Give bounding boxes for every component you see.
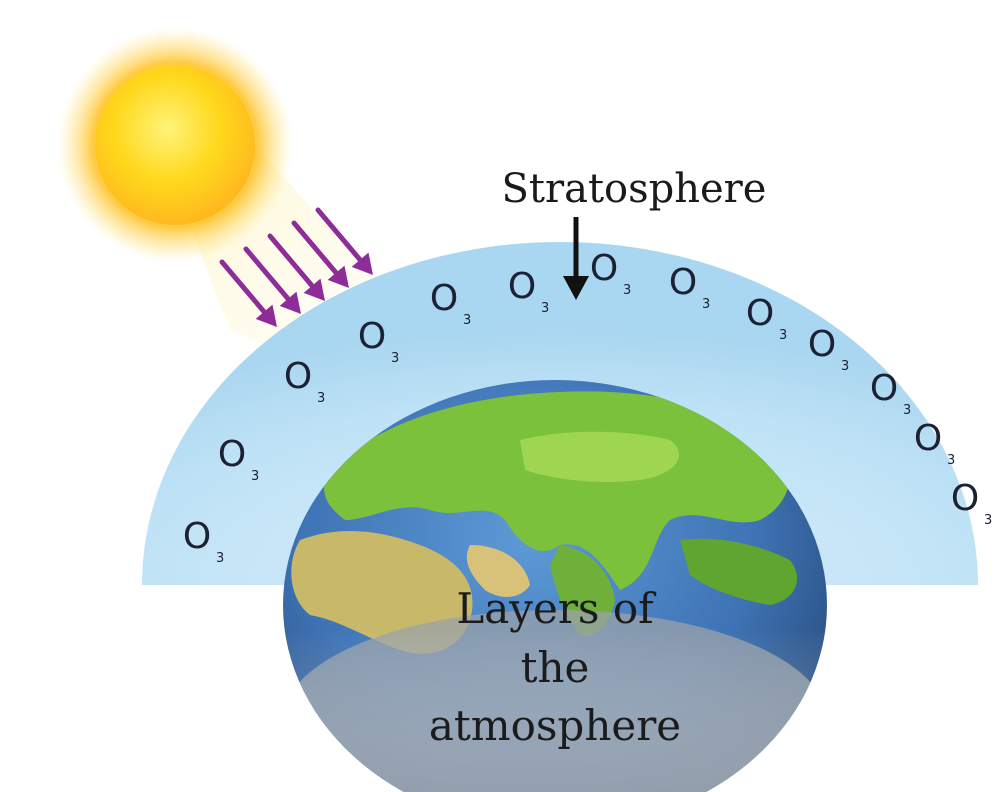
- earth-globe: [283, 380, 827, 792]
- svg-text:3: 3: [463, 313, 471, 328]
- svg-text:3: 3: [391, 351, 399, 366]
- svg-text:O: O: [183, 516, 211, 557]
- earth-caption-line3: atmosphere: [429, 701, 681, 750]
- svg-text:O: O: [870, 368, 898, 409]
- uv-ray-arrow: [267, 233, 325, 301]
- svg-text:3: 3: [541, 301, 549, 316]
- svg-text:O: O: [746, 293, 774, 334]
- ozone-molecule: O3: [590, 248, 631, 298]
- svg-text:O: O: [951, 478, 979, 519]
- svg-text:3: 3: [903, 403, 911, 418]
- svg-text:3: 3: [251, 469, 259, 484]
- svg-text:O: O: [590, 248, 618, 289]
- ozone-molecule: O3: [183, 516, 224, 566]
- svg-text:O: O: [218, 434, 246, 475]
- uv-ray-arrow: [315, 207, 373, 275]
- ozone-molecule: O3: [669, 262, 710, 312]
- svg-text:3: 3: [702, 297, 710, 312]
- stratosphere-label: Stratosphere: [502, 166, 767, 212]
- uv-ray-arrow: [219, 259, 277, 327]
- svg-text:3: 3: [947, 453, 955, 468]
- svg-text:3: 3: [623, 283, 631, 298]
- svg-text:O: O: [430, 278, 458, 319]
- sun-icon: [57, 27, 293, 263]
- ozone-molecule: O3: [808, 324, 849, 374]
- svg-text:3: 3: [841, 359, 849, 374]
- pointer-arrow-icon: [563, 217, 589, 300]
- ozone-molecule: O3: [746, 293, 787, 343]
- svg-text:O: O: [914, 418, 942, 459]
- svg-text:O: O: [669, 262, 697, 303]
- ozone-molecule: O3: [951, 478, 992, 528]
- svg-text:O: O: [284, 356, 312, 397]
- ozone-molecule: O3: [218, 434, 259, 484]
- ozone-molecule: O3: [358, 316, 399, 366]
- svg-text:O: O: [358, 316, 386, 357]
- svg-text:3: 3: [317, 391, 325, 406]
- uv-ray-arrow: [291, 220, 349, 288]
- ozone-molecule: O3: [508, 266, 549, 316]
- uv-rays-arrows: [219, 207, 373, 327]
- ozone-molecule: O3: [870, 368, 911, 418]
- svg-text:3: 3: [779, 328, 787, 343]
- ozone-molecule: O3: [914, 418, 955, 468]
- svg-text:3: 3: [216, 551, 224, 566]
- earth-caption-line2: the: [521, 643, 590, 692]
- uv-ray-arrow: [243, 246, 301, 314]
- ozone-molecule: O3: [430, 278, 471, 328]
- ozone-molecule: O3: [284, 356, 325, 406]
- svg-text:O: O: [508, 266, 536, 307]
- svg-text:O: O: [808, 324, 836, 365]
- earth-caption-line1: Layers of: [456, 584, 657, 633]
- svg-text:3: 3: [984, 513, 992, 528]
